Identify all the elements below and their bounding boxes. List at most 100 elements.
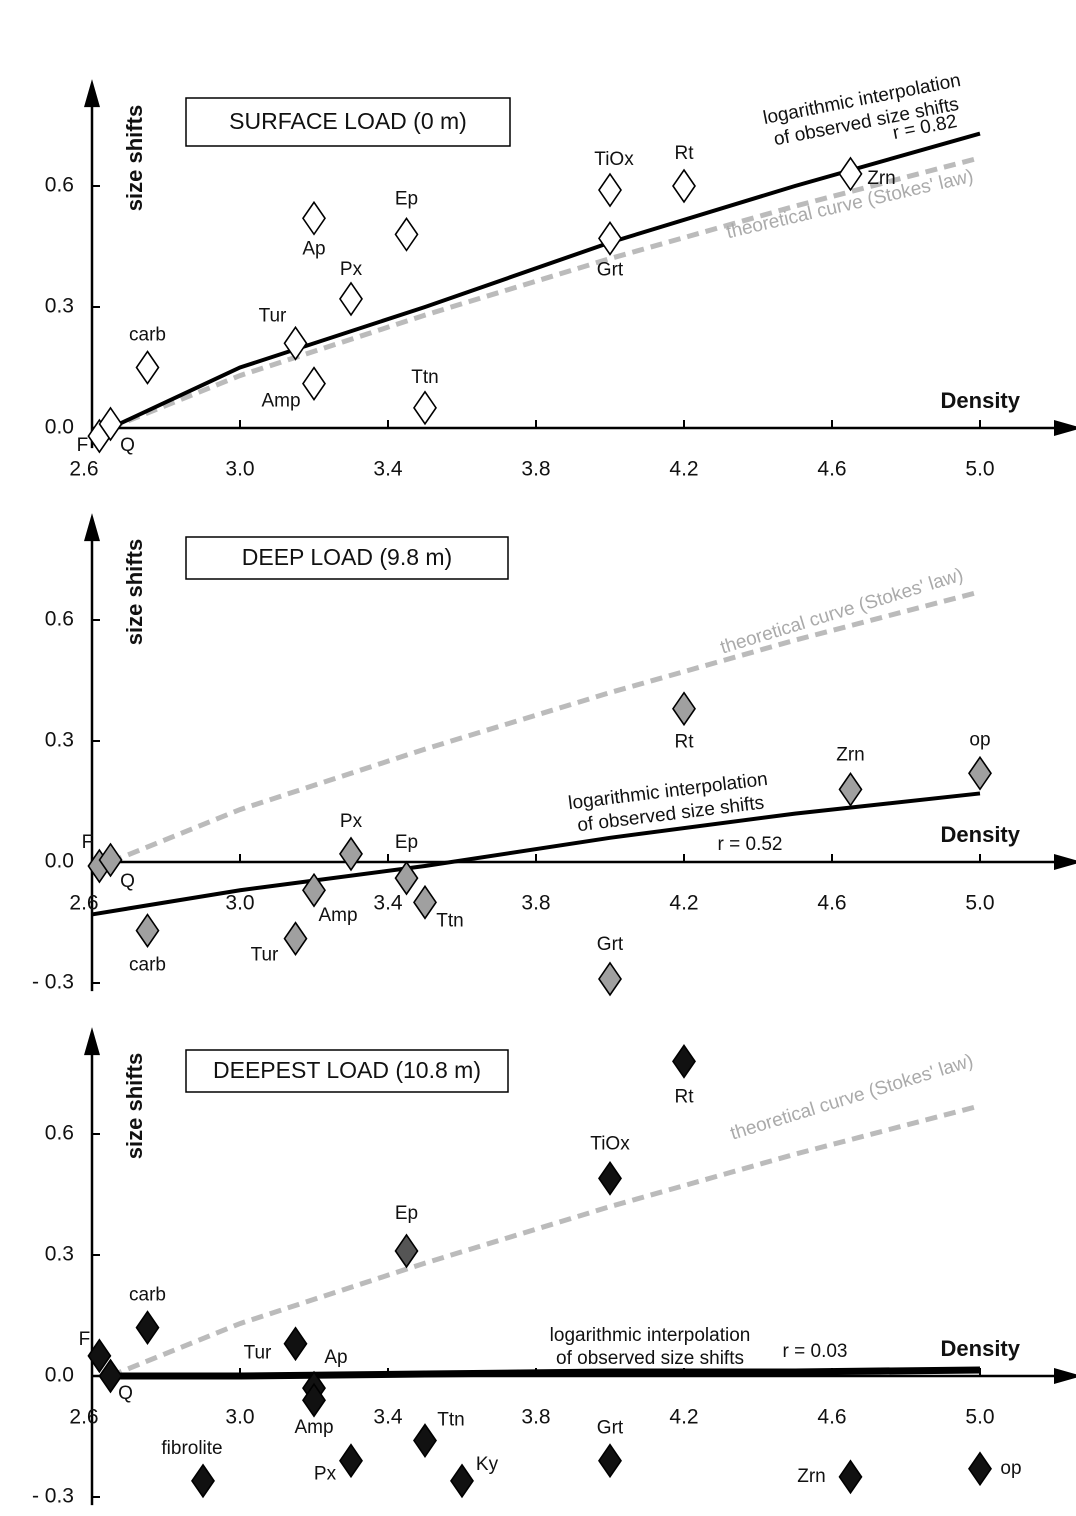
x-tick-label: 4.6 bbox=[817, 1406, 846, 1429]
point-label: Ky bbox=[476, 1454, 499, 1475]
y-tick-label: - 0.3 bbox=[32, 1485, 74, 1508]
x-tick-label: 3.8 bbox=[521, 458, 550, 481]
point-label: Ttn bbox=[411, 367, 438, 388]
y-tick-label: 0.3 bbox=[45, 295, 74, 318]
diamond-point bbox=[135, 350, 160, 385]
diamond-point bbox=[968, 1451, 992, 1487]
x-tick-label: 4.2 bbox=[669, 1406, 698, 1429]
diamond-point bbox=[283, 325, 308, 361]
y-tick-label: 0.3 bbox=[45, 1243, 74, 1266]
x-axis-arrow bbox=[1054, 1368, 1076, 1384]
point-label: Ep bbox=[395, 1203, 418, 1224]
point-label: Amp bbox=[318, 905, 357, 926]
y-tick-label: 0.3 bbox=[45, 729, 74, 752]
diamond-point bbox=[968, 755, 992, 791]
x-axis-label: Density bbox=[941, 822, 1021, 847]
diamond-point bbox=[283, 1326, 308, 1362]
diamond-point bbox=[339, 281, 363, 317]
point-label: Rt bbox=[675, 143, 695, 164]
diamond-point bbox=[672, 691, 696, 727]
diamond-point bbox=[135, 1310, 160, 1346]
x-tick-label: 3.8 bbox=[521, 892, 550, 915]
diamond-point bbox=[302, 1382, 326, 1418]
diamond-point bbox=[135, 913, 160, 948]
point-label: op bbox=[969, 729, 990, 750]
x-tick-label: 3.4 bbox=[373, 458, 403, 481]
y-axis-arrow bbox=[84, 1027, 100, 1056]
panel: 2.6 3.0 3.4 3.8 4.2 4.6 5.0 - 0.3 0.0 0.3 0.6 size … bbox=[32, 1027, 1076, 1508]
title-box bbox=[185, 97, 511, 147]
y-tick-label: 0.0 bbox=[45, 416, 74, 439]
diamond-point bbox=[598, 172, 622, 208]
point-label: carb bbox=[129, 955, 166, 976]
point-label: Tur bbox=[244, 1343, 272, 1364]
r-value: r = 0.52 bbox=[718, 834, 783, 855]
title-box bbox=[185, 1049, 509, 1093]
point-label: carb bbox=[129, 1285, 166, 1306]
diamond-point bbox=[598, 1443, 622, 1479]
x-tick-label: 5.0 bbox=[965, 892, 994, 915]
point-label: Ap bbox=[324, 1347, 347, 1368]
x-axis-label: Density bbox=[941, 388, 1021, 413]
point-label: Grt bbox=[597, 1418, 624, 1439]
title-box bbox=[185, 536, 509, 580]
y-tick-label: - 0.3 bbox=[32, 971, 74, 994]
diamond-point bbox=[394, 860, 419, 896]
point-label: op bbox=[1000, 1458, 1021, 1479]
point-label: Grt bbox=[597, 259, 624, 280]
x-axis-arrow bbox=[1054, 420, 1076, 436]
diamond-point bbox=[394, 1233, 419, 1269]
diamond-point bbox=[672, 1043, 696, 1079]
y-axis-label: size shifts bbox=[122, 539, 147, 645]
point-label: carb bbox=[129, 325, 166, 346]
diamond-point bbox=[394, 216, 419, 252]
x-tick-label: 3.4 bbox=[373, 1406, 403, 1429]
point-label: Amp bbox=[261, 391, 300, 412]
point-label: Ap bbox=[302, 238, 325, 259]
point-label: F bbox=[82, 832, 94, 853]
x-tick-label: 5.0 bbox=[965, 1406, 994, 1429]
point-label: Rt bbox=[675, 732, 695, 753]
x-tick-label: 4.6 bbox=[817, 892, 846, 915]
point-label: Tur bbox=[259, 305, 287, 326]
point-label: Q bbox=[120, 871, 135, 892]
point-label: Px bbox=[340, 811, 363, 832]
point-label: Q bbox=[120, 435, 135, 456]
point-label: Px bbox=[340, 259, 363, 280]
diamond-point bbox=[283, 921, 308, 957]
y-tick-label: 0.6 bbox=[45, 174, 74, 197]
curve-label: of observed size shifts bbox=[556, 1348, 744, 1369]
point-label: Rt bbox=[675, 1086, 695, 1107]
diamond-point bbox=[598, 961, 622, 997]
curve-label: theoretical curve (Stokes' law) bbox=[728, 1051, 976, 1145]
diamond-point bbox=[87, 1338, 112, 1374]
curve bbox=[109, 131, 981, 430]
y-tick-label: 0.0 bbox=[45, 850, 74, 873]
curve bbox=[109, 589, 981, 865]
panel: 2.6 3.0 3.4 3.8 4.2 4.6 5.0 - 0.3 0.0 0.3 0.6 size … bbox=[32, 513, 1076, 997]
point-label: fibrolite bbox=[161, 1438, 222, 1459]
diamond-point bbox=[98, 1358, 123, 1394]
x-tick-label: 3.4 bbox=[373, 892, 403, 915]
x-tick-label: 4.2 bbox=[669, 458, 698, 481]
y-axis-arrow bbox=[84, 79, 100, 108]
diamond-point bbox=[339, 836, 363, 872]
y-axis-label: size shifts bbox=[122, 1053, 147, 1159]
chart-title: DEEP LOAD (9.8 m) bbox=[242, 544, 452, 570]
diamond-point bbox=[672, 168, 696, 204]
point-label: Ttn bbox=[437, 1410, 464, 1431]
diamond-point bbox=[598, 1160, 622, 1196]
x-tick-label: 3.0 bbox=[225, 892, 254, 915]
x-tick-label: 3.0 bbox=[225, 1406, 254, 1429]
x-tick-label: 3.8 bbox=[521, 1406, 550, 1429]
x-tick-label: 2.6 bbox=[69, 1406, 98, 1429]
point-label: Amp bbox=[294, 1417, 333, 1438]
x-axis-label: Density bbox=[941, 1336, 1021, 1361]
chart-title: DEEPEST LOAD (10.8 m) bbox=[213, 1057, 481, 1083]
diamond-point bbox=[838, 156, 863, 192]
x-tick-label: 4.2 bbox=[669, 892, 698, 915]
x-tick-label: 3.0 bbox=[225, 458, 254, 481]
point-label: Tur bbox=[251, 945, 279, 966]
diamond-point bbox=[838, 771, 863, 807]
